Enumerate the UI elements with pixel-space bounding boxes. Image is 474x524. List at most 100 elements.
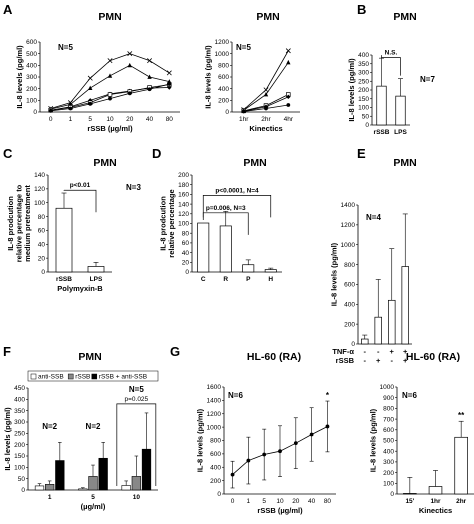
y-tick-label: 20 xyxy=(182,260,190,267)
chart-title: HL-60 (RA) xyxy=(406,351,460,363)
y-tick-label: 450 xyxy=(14,385,25,392)
x-tick-label: 2hr xyxy=(261,116,271,123)
y-tick-label: 1200 xyxy=(207,411,222,418)
n-label: N=2 xyxy=(42,422,57,431)
data-point xyxy=(166,70,172,76)
chart-title: PMN xyxy=(98,11,121,23)
legend-swatch xyxy=(30,373,37,380)
y-tick-label: 50 xyxy=(18,476,26,483)
panel-letter-e: E xyxy=(357,146,366,161)
y-tick-label: 200 xyxy=(178,172,189,179)
y-tick-label: 400 xyxy=(358,52,369,59)
bracket-line xyxy=(63,189,97,213)
y-axis-label: medium pretreatment xyxy=(23,185,32,262)
y-tick-label: 200 xyxy=(210,478,221,485)
condition-mark: - xyxy=(364,356,367,365)
y-tick-label: 400 xyxy=(26,63,37,70)
y-axis-label: IL-8 levels (pg/ml) xyxy=(369,408,378,472)
series-0 xyxy=(48,51,172,111)
panel-letter-b: B xyxy=(357,2,366,17)
bar xyxy=(376,85,387,126)
y-tick-label: 1400 xyxy=(207,398,222,405)
y-tick-label: 200 xyxy=(358,87,369,94)
y-tick-label: 1200 xyxy=(215,39,230,46)
x-tick-label: 20 xyxy=(292,498,300,505)
x-tick-label: rSSB xyxy=(374,129,390,136)
y-tick-label: 0 xyxy=(185,269,189,276)
x-tick-label: 40 xyxy=(308,498,316,505)
y-tick-label: 500 xyxy=(383,438,394,445)
data-point xyxy=(127,91,132,96)
data-point xyxy=(325,424,330,429)
x-tick-label: 5 xyxy=(91,494,95,501)
x-axis-label: rSSB (µg/ml) xyxy=(87,124,133,133)
y-tick-label: 140 xyxy=(34,172,45,179)
y-tick-label: 0 xyxy=(225,109,229,116)
y-tick-label: 140 xyxy=(178,201,189,208)
data-point xyxy=(286,59,291,65)
chart-c: C PMN 0 20 40 60 80 100 120 140 IL-8 prodcution rel… xyxy=(3,146,141,293)
x-tick-label: 2hr xyxy=(456,498,467,505)
data-point xyxy=(107,92,113,97)
data-point xyxy=(263,87,269,93)
chart-d: D PMN 0 20 40 60 80 100 120 140 160 180 200 IL-8 prod… xyxy=(152,146,282,283)
bar xyxy=(388,299,396,345)
bar xyxy=(45,484,55,491)
data-point xyxy=(147,58,153,64)
significance-mark: * xyxy=(326,391,330,400)
x-tick-label: P xyxy=(246,276,251,283)
chart-g2: HL-60 (RA) 0 100 200 300 400 500 600 700 800 900 10… xyxy=(369,351,474,515)
chart-f: F PMN 0 50 100 150 200 250 300 350 400 450 IL-8 leve… xyxy=(3,344,159,511)
y-tick-label: 0 xyxy=(217,491,221,498)
y-axis-label: relative percentage to xyxy=(15,184,24,262)
y-tick-label: 900 xyxy=(383,395,394,402)
y-tick-label: 400 xyxy=(210,464,221,471)
y-tick-label: 120 xyxy=(178,211,189,218)
data-point xyxy=(262,452,267,457)
n-label: N=6 xyxy=(228,391,243,400)
n-label: N=3 xyxy=(126,183,141,192)
y-tick-label: 1200 xyxy=(341,222,356,229)
y-tick-label: 100 xyxy=(358,105,369,112)
x-tick-label: 20 xyxy=(126,116,134,123)
significance-bracket: p<0.01 xyxy=(63,182,97,213)
legend-swatch xyxy=(91,373,98,380)
data-point xyxy=(246,458,251,463)
chart-title: PMN xyxy=(256,11,279,23)
y-tick-label: 1400 xyxy=(341,202,356,209)
data-point xyxy=(88,85,93,90)
panel-letter-d: D xyxy=(152,146,161,161)
bar xyxy=(401,266,409,345)
bracket-line xyxy=(381,55,401,76)
y-tick-label: 0 xyxy=(21,487,25,494)
x-tick-label: 80 xyxy=(324,498,332,505)
legend-box xyxy=(27,370,159,382)
chart-title: HL-60 (RA) xyxy=(247,351,301,363)
panel-letter-f: F xyxy=(3,344,11,359)
chart-title: PMN xyxy=(393,11,416,23)
y-tick-label: 500 xyxy=(26,51,37,58)
data-point xyxy=(68,106,73,111)
x-tick-label: LPS xyxy=(90,276,103,283)
y-tick-label: 150 xyxy=(358,96,369,103)
bar xyxy=(428,486,443,495)
y-tick-label: 300 xyxy=(14,419,25,426)
bracket-label: p<0.0001, N=4 xyxy=(215,187,259,194)
y-axis-label: IL-8 levels (pg/ml) xyxy=(15,45,24,109)
y-tick-label: 800 xyxy=(218,63,229,70)
bar xyxy=(454,436,468,495)
data-point xyxy=(127,51,133,57)
x-tick-label: 1hr xyxy=(239,116,249,123)
significance-bracket: N.S. xyxy=(381,50,401,76)
n-label: N=4 xyxy=(366,213,381,222)
data-point xyxy=(285,48,291,54)
y-tick-label: 800 xyxy=(210,438,221,445)
bracket-label: N.S. xyxy=(385,50,398,57)
x-tick-label: 5 xyxy=(262,498,266,505)
data-point xyxy=(278,449,282,454)
condition-mark: + xyxy=(376,356,381,365)
data-point xyxy=(309,432,314,437)
y-tick-label: 60 xyxy=(182,240,190,247)
x-axis-label: rSSB (µg/ml) xyxy=(257,506,303,515)
data-point xyxy=(286,94,291,100)
